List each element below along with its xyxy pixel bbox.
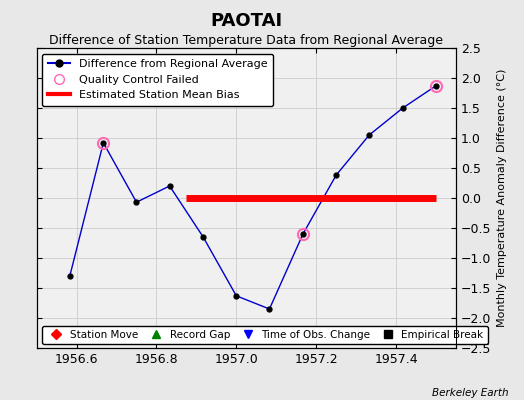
Legend: Station Move, Record Gap, Time of Obs. Change, Empirical Break: Station Move, Record Gap, Time of Obs. C…: [42, 326, 488, 344]
Text: Difference of Station Temperature Data from Regional Average: Difference of Station Temperature Data f…: [49, 34, 443, 47]
Text: Berkeley Earth: Berkeley Earth: [432, 388, 508, 398]
Y-axis label: Monthly Temperature Anomaly Difference (°C): Monthly Temperature Anomaly Difference (…: [497, 69, 507, 327]
Title: PAOTAI: PAOTAI: [210, 12, 282, 30]
